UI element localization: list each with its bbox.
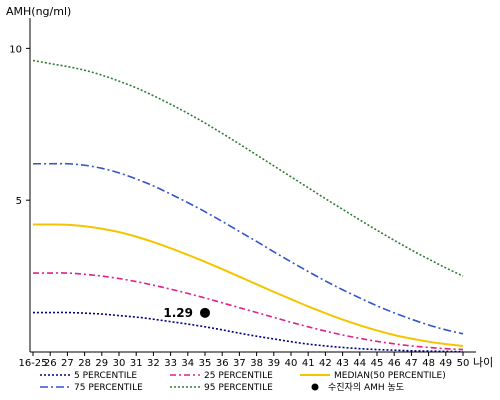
y-axis-title: AMH(ng/ml): [6, 5, 71, 18]
legend-label: 95 PERCENTILE: [204, 383, 273, 393]
legend-label: MEDIAN(50 PERCENTILE): [334, 371, 446, 381]
series-line-25-percentile: [33, 272, 464, 351]
x-tick-label: 35: [199, 358, 212, 369]
x-tick-label: 27: [61, 358, 74, 369]
x-axis-title: 나이: [473, 356, 493, 369]
x-tick-label: 28: [78, 358, 91, 369]
x-tick-label: 50: [457, 358, 470, 369]
y-ticks: 5 10: [9, 44, 30, 207]
legend-label-patient: 수진자의 AMH 농도: [328, 382, 404, 393]
series-lines: [32, 59, 464, 353]
annotation: 1.29: [163, 306, 210, 320]
series-line-95-percentile: [32, 59, 464, 277]
legend-label: 75 PERCENTILE: [74, 383, 143, 393]
x-tick-label: 30: [113, 358, 126, 369]
x-tick-label: 42: [319, 358, 332, 369]
x-tick-label: 45: [371, 358, 384, 369]
x-tick-label: 39: [267, 358, 280, 369]
x-tick-label: 38: [250, 358, 263, 369]
x-tick-label: 37: [233, 358, 246, 369]
y-tick-label: 5: [16, 196, 22, 207]
x-tick-label: 49: [439, 358, 452, 369]
x-tick-label: 29: [95, 358, 108, 369]
legend-label: 25 PERCENTILE: [204, 371, 273, 381]
series-line-median-50-percentile: [32, 223, 464, 347]
legend-label: 5 PERCENTILE: [74, 371, 137, 381]
y-tick-label: 10: [9, 44, 22, 55]
legend-point-swatch: [311, 383, 319, 391]
axes: AMH(ng/ml) 나이: [6, 5, 493, 369]
x-tick-label: 32: [147, 358, 160, 369]
x-tick-label: 16-25: [18, 358, 47, 369]
x-tick-label: 31: [130, 358, 143, 369]
x-tick-label: 36: [216, 358, 229, 369]
x-tick-label: 34: [181, 358, 194, 369]
x-tick-label: 46: [388, 358, 401, 369]
x-tick-label: 26: [44, 358, 57, 369]
patient-amh-label: 1.29: [163, 306, 193, 320]
x-tick-label: 48: [422, 358, 435, 369]
patient-amh-point: [200, 307, 210, 318]
x-tick-label: 47: [405, 358, 418, 369]
x-tick-label: 43: [336, 358, 349, 369]
x-tick-label: 44: [353, 358, 366, 369]
x-tick-label: 40: [285, 358, 298, 369]
x-tick-label: 41: [302, 358, 315, 369]
x-tick-label: 33: [164, 358, 177, 369]
legend: 5 PERCENTILE 25 PERCENTILE MEDIAN(50 PERCE…: [40, 371, 446, 393]
series-line-75-percentile: [33, 162, 464, 335]
series-line-5-percentile: [33, 311, 464, 353]
